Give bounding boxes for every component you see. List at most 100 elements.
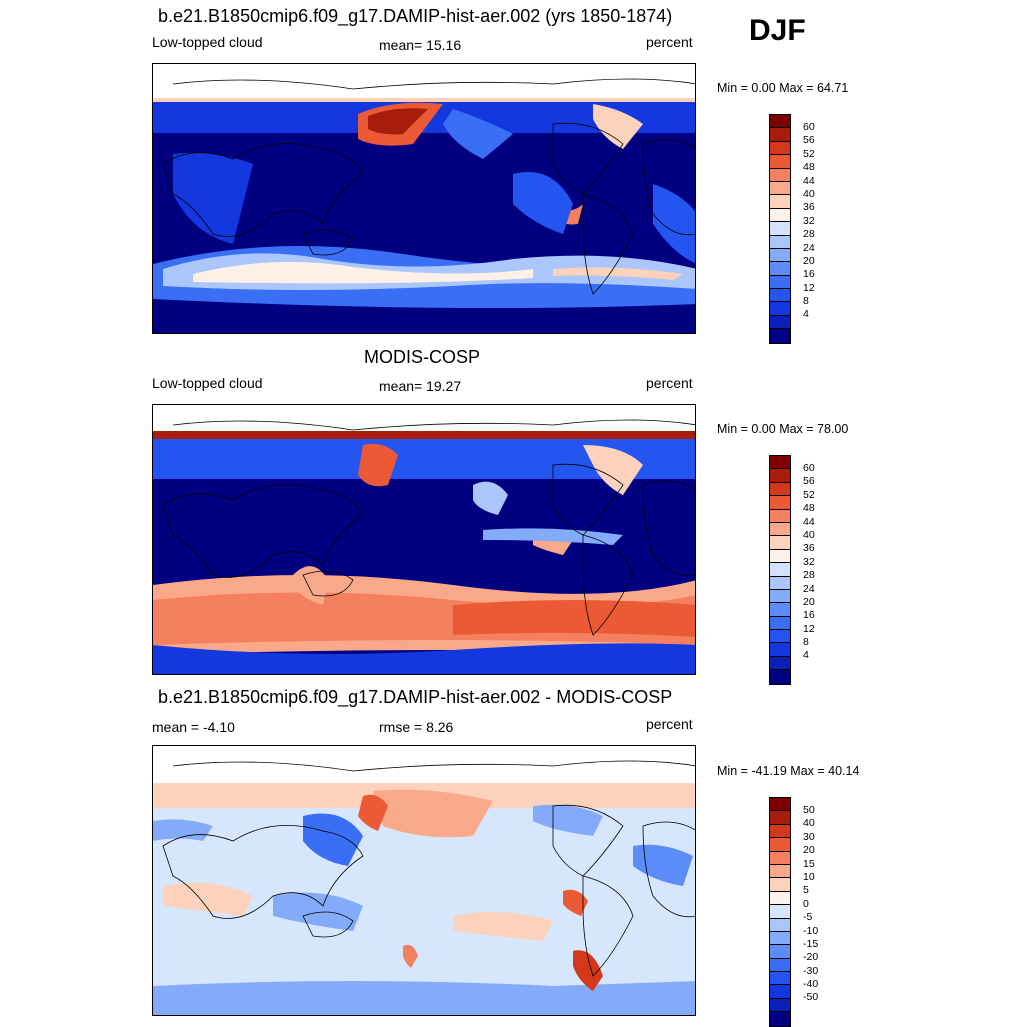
colorbar-swatch xyxy=(770,563,790,577)
colorbar-tick-label: 0 xyxy=(803,897,809,910)
colorbar-swatch xyxy=(770,549,790,564)
colorbar-tick-label: 20 xyxy=(803,844,815,857)
colorbar-tick-label: -10 xyxy=(803,924,819,937)
colorbar-swatch xyxy=(770,985,790,999)
panel-2-colorbar-ticks: 60 56 52 48 44 40 36 32 28 24 20 16 12 8… xyxy=(803,462,815,663)
colorbar-swatch xyxy=(770,972,790,986)
colorbar-tick-label: 30 xyxy=(803,830,815,843)
panel-2-minmax: Min = 0.00 Max = 78.00 xyxy=(717,422,849,436)
colorbar-tick-label: 28 xyxy=(803,228,815,241)
panel-1-mean-label: mean= 15.16 xyxy=(379,37,462,53)
colorbar-swatch xyxy=(770,878,790,892)
colorbar-swatch xyxy=(770,958,790,973)
colorbar-swatch xyxy=(770,945,790,959)
panel-3-map xyxy=(152,745,696,1016)
colorbar-swatch xyxy=(770,576,790,590)
colorbar-swatch xyxy=(770,222,790,236)
panel-1-units-label: percent xyxy=(646,34,693,50)
panel-2-colorbar xyxy=(769,455,791,685)
panel-1-variable-label: Low-topped cloud xyxy=(152,34,263,50)
colorbar-tick-label: 24 xyxy=(803,582,815,595)
colorbar-tick-label: -40 xyxy=(803,978,819,991)
colorbar-swatch xyxy=(770,235,790,249)
colorbar-tick-label: 60 xyxy=(803,121,815,133)
colorbar-tick-label: 40 xyxy=(803,187,815,200)
colorbar-tick-label: -5 xyxy=(803,911,813,924)
colorbar-swatch xyxy=(770,522,790,537)
colorbar-tick-label: -15 xyxy=(803,937,819,950)
colorbar-swatch xyxy=(770,824,790,839)
season-label: DJF xyxy=(749,14,806,47)
colorbar-swatch xyxy=(770,851,790,865)
colorbar-swatch xyxy=(770,248,790,263)
colorbar-swatch xyxy=(770,891,790,906)
colorbar-tick-label: 24 xyxy=(803,241,815,254)
colorbar-swatch xyxy=(770,469,790,483)
panel-3-mean-label: mean = -4.10 xyxy=(152,719,235,735)
panel-3-units-label: percent xyxy=(646,716,693,732)
colorbar-tick-label: 15 xyxy=(803,857,815,870)
panel-3-rmse-label: rmse = 8.26 xyxy=(379,719,454,735)
panel-2-units-label: percent xyxy=(646,375,693,391)
colorbar-tick-label: 52 xyxy=(803,147,815,160)
colorbar-swatch xyxy=(770,931,790,946)
colorbar-swatch xyxy=(770,616,790,631)
colorbar-swatch xyxy=(770,262,790,276)
colorbar-swatch xyxy=(770,155,790,169)
panel-3-colorbar-ticks: 50 40 30 20 15 10 5 0 -5 -10 -15 -20 -30… xyxy=(803,804,818,1005)
colorbar-swatch xyxy=(770,315,790,330)
colorbar-swatch xyxy=(770,656,790,671)
colorbar-tick-label: 16 xyxy=(803,268,815,281)
panel-3-title: b.e21.B1850cmip6.f09_g17.DAMIP-hist-aer.… xyxy=(158,687,673,707)
colorbar-swatch xyxy=(770,482,790,497)
colorbar-tick-label: 5 xyxy=(803,884,809,897)
colorbar-swatch xyxy=(770,630,790,644)
colorbar-tick-label: 32 xyxy=(803,555,815,568)
colorbar-tick-label: 32 xyxy=(803,214,815,227)
colorbar-tick-label: 12 xyxy=(803,622,815,635)
colorbar-tick-label: 4 xyxy=(803,308,809,321)
colorbar-swatch xyxy=(770,329,790,343)
colorbar-tick-label: 12 xyxy=(803,281,815,294)
colorbar-swatch xyxy=(770,456,790,470)
colorbar-tick-label: 40 xyxy=(803,528,815,541)
colorbar-swatch xyxy=(770,918,790,932)
colorbar-tick-label: 36 xyxy=(803,542,815,555)
colorbar-tick-label: 20 xyxy=(803,595,815,608)
colorbar-tick-label: 56 xyxy=(803,475,815,488)
colorbar-tick-label: 48 xyxy=(803,161,815,174)
panel-2-mean-label: mean= 19.27 xyxy=(379,378,462,394)
colorbar-swatch xyxy=(770,115,790,129)
colorbar-swatch xyxy=(770,670,790,684)
panel-1-map xyxy=(152,63,696,334)
colorbar-swatch xyxy=(770,798,790,812)
colorbar-swatch xyxy=(770,536,790,550)
colorbar-tick-label: -50 xyxy=(803,991,819,1004)
panel-2-title: MODIS-COSP xyxy=(364,347,481,367)
colorbar-tick-label: 60 xyxy=(803,462,815,474)
colorbar-tick-label: 16 xyxy=(803,609,815,622)
colorbar-swatch xyxy=(770,168,790,182)
colorbar-tick-label: 28 xyxy=(803,569,815,582)
colorbar-swatch xyxy=(770,509,790,523)
colorbar-swatch xyxy=(770,289,790,303)
colorbar-tick-label: 50 xyxy=(803,804,815,816)
colorbar-swatch xyxy=(770,905,790,919)
colorbar-tick-label: 40 xyxy=(803,817,815,830)
panel-2-variable-label: Low-topped cloud xyxy=(152,375,263,391)
colorbar-tick-label: 4 xyxy=(803,649,809,662)
colorbar-swatch xyxy=(770,603,790,617)
colorbar-swatch xyxy=(770,128,790,142)
colorbar-tick-label: 20 xyxy=(803,254,815,267)
panel-3-colorbar xyxy=(769,797,791,1027)
colorbar-swatch xyxy=(770,643,790,657)
colorbar-tick-label: 10 xyxy=(803,870,815,883)
colorbar-swatch xyxy=(770,141,790,156)
colorbar-swatch xyxy=(770,195,790,209)
colorbar-tick-label: 44 xyxy=(803,174,815,187)
panel-3-minmax: Min = -41.19 Max = 40.14 xyxy=(717,764,860,778)
colorbar-tick-label: -30 xyxy=(803,964,819,977)
panel-2-map xyxy=(152,404,696,675)
colorbar-swatch xyxy=(770,811,790,825)
colorbar-swatch xyxy=(770,998,790,1013)
